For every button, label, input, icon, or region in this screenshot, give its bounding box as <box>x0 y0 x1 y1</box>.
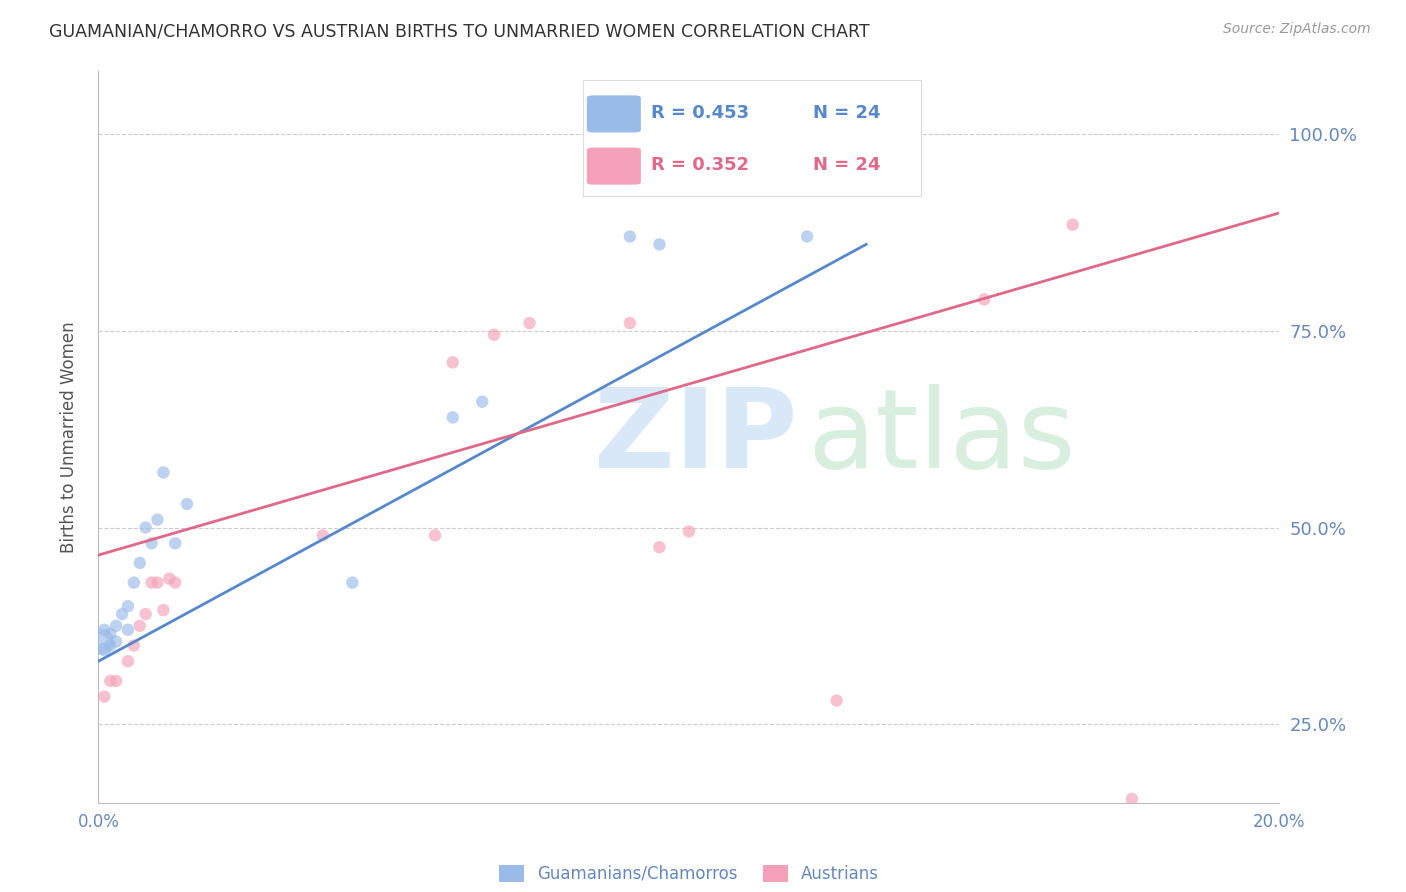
Point <box>342 575 364 590</box>
Point <box>648 540 671 554</box>
Point <box>98 673 121 688</box>
Text: GUAMANIAN/CHAMORRO VS AUSTRIAN BIRTHS TO UNMARRIED WOMEN CORRELATION CHART: GUAMANIAN/CHAMORRO VS AUSTRIAN BIRTHS TO… <box>49 22 870 40</box>
FancyBboxPatch shape <box>586 95 641 132</box>
Text: ZIP: ZIP <box>595 384 797 491</box>
Text: N = 24: N = 24 <box>813 103 880 121</box>
Point <box>141 536 163 550</box>
Point <box>619 316 641 330</box>
Point <box>648 237 671 252</box>
Point <box>93 623 115 637</box>
Point <box>152 603 174 617</box>
Point <box>135 607 157 621</box>
Point <box>312 528 335 542</box>
Point <box>90 634 112 648</box>
Text: Source: ZipAtlas.com: Source: ZipAtlas.com <box>1223 22 1371 37</box>
Point <box>98 639 121 653</box>
Point <box>93 690 115 704</box>
Point <box>105 619 128 633</box>
Point <box>117 654 139 668</box>
Point <box>471 394 494 409</box>
Point <box>152 466 174 480</box>
Point <box>128 556 150 570</box>
Point <box>111 607 134 621</box>
Point <box>423 528 446 542</box>
Point <box>165 575 187 590</box>
Point <box>678 524 700 539</box>
Point <box>176 497 198 511</box>
Point <box>146 575 169 590</box>
Text: N = 24: N = 24 <box>813 156 880 174</box>
Point <box>825 693 848 707</box>
Point <box>441 410 464 425</box>
Point <box>146 513 169 527</box>
Point <box>482 327 505 342</box>
Point <box>157 572 180 586</box>
Point <box>98 626 121 640</box>
Point <box>135 520 157 534</box>
Y-axis label: Births to Unmarried Women: Births to Unmarried Women <box>59 321 77 553</box>
Text: R = 0.453: R = 0.453 <box>651 103 749 121</box>
Point <box>441 355 464 369</box>
Point <box>117 623 139 637</box>
Point <box>141 575 163 590</box>
Text: R = 0.352: R = 0.352 <box>651 156 749 174</box>
Point <box>1121 792 1143 806</box>
Point <box>105 634 128 648</box>
Point <box>122 575 145 590</box>
FancyBboxPatch shape <box>586 147 641 185</box>
Point <box>165 536 187 550</box>
Point <box>519 316 541 330</box>
Point <box>122 639 145 653</box>
Point <box>128 619 150 633</box>
Point <box>973 293 995 307</box>
Text: atlas: atlas <box>807 384 1076 491</box>
Point <box>117 599 139 614</box>
Point <box>1062 218 1084 232</box>
Point <box>796 229 818 244</box>
Point <box>105 673 128 688</box>
Point <box>93 642 115 657</box>
Legend: Guamanians/Chamorros, Austrians: Guamanians/Chamorros, Austrians <box>492 858 886 889</box>
Point <box>619 229 641 244</box>
